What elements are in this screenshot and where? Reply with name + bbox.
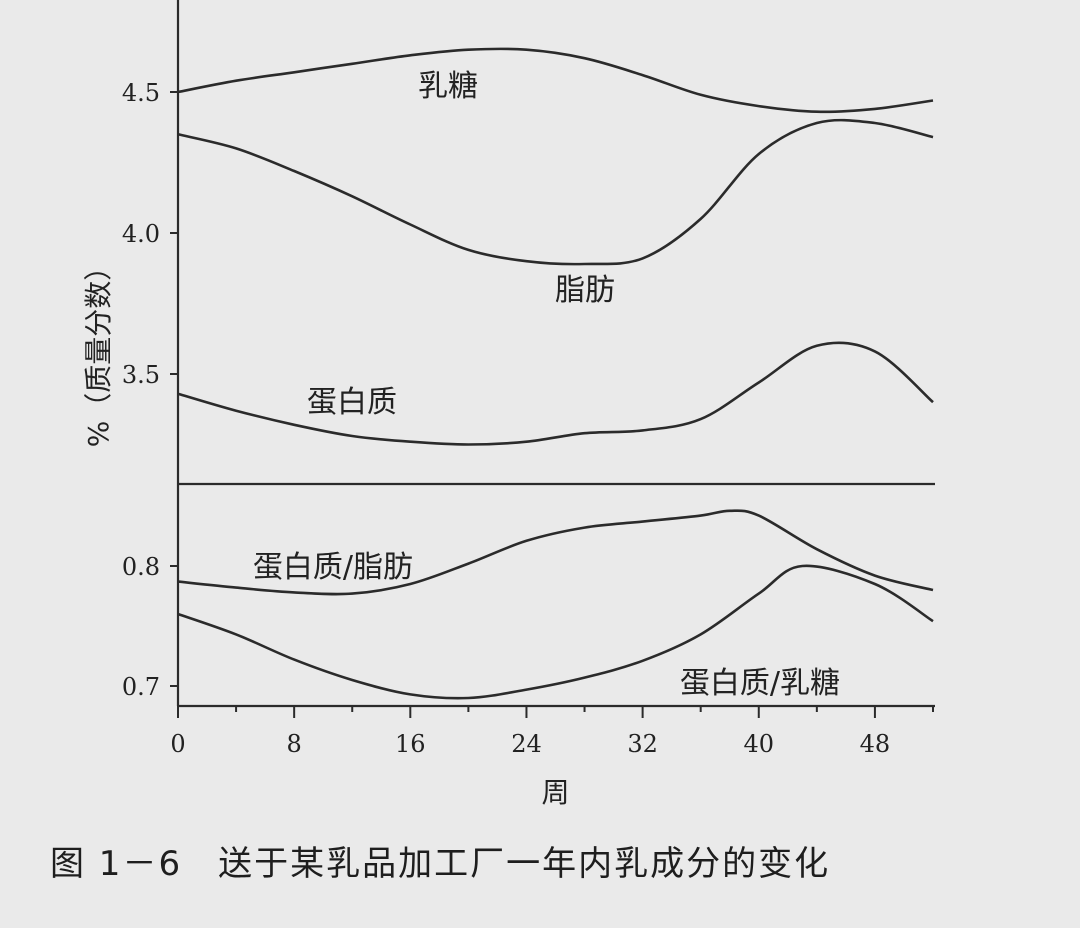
upper-y-tick-label: 4.5 bbox=[122, 79, 160, 107]
axis-ticks bbox=[170, 91, 934, 718]
lower-y-tick-label: 0.7 bbox=[122, 673, 160, 701]
upper-y-tick-label: 4.0 bbox=[122, 220, 160, 248]
x-tick-label: 24 bbox=[511, 730, 542, 758]
series-line-lactose bbox=[177, 47, 934, 114]
x-tick-label: 32 bbox=[627, 730, 658, 758]
x-tick-label: 16 bbox=[395, 730, 426, 758]
series-lines bbox=[177, 47, 934, 700]
series-line-protein-fat-ratio bbox=[177, 509, 934, 596]
series-line-fat bbox=[177, 118, 934, 266]
figure-caption: 图 1－6 送于某乳品加工厂一年内乳成分的变化 bbox=[50, 844, 831, 884]
series-label-protein-lactose-ratio: 蛋白质/乳糖 bbox=[680, 666, 840, 701]
lower-y-tick-label: 0.8 bbox=[122, 553, 160, 581]
series-label-lactose: 乳糖 bbox=[418, 69, 478, 104]
series-label-protein: 蛋白质 bbox=[307, 385, 397, 420]
y-axis-title: %（质量分数） bbox=[82, 253, 115, 448]
x-tick-label: 40 bbox=[743, 730, 774, 758]
chart-text-labels: 3.5 4.0 4.5 0.7 0.8 0 8 16 24 32 40 48 周 %（质量分数） 乳糖脂肪蛋… bbox=[82, 69, 890, 809]
series-label-fat: 脂肪 bbox=[555, 273, 615, 308]
upper-y-tick-label: 3.5 bbox=[122, 361, 160, 389]
x-axis-title: 周 bbox=[541, 776, 569, 809]
x-tick-label: 0 bbox=[170, 730, 185, 758]
x-tick-label: 48 bbox=[860, 730, 891, 758]
x-tick-label: 8 bbox=[287, 730, 302, 758]
series-line-protein-lactose-ratio bbox=[177, 564, 934, 700]
series-line-protein bbox=[177, 341, 934, 446]
series-label-protein-fat-ratio: 蛋白质/脂肪 bbox=[253, 550, 413, 585]
